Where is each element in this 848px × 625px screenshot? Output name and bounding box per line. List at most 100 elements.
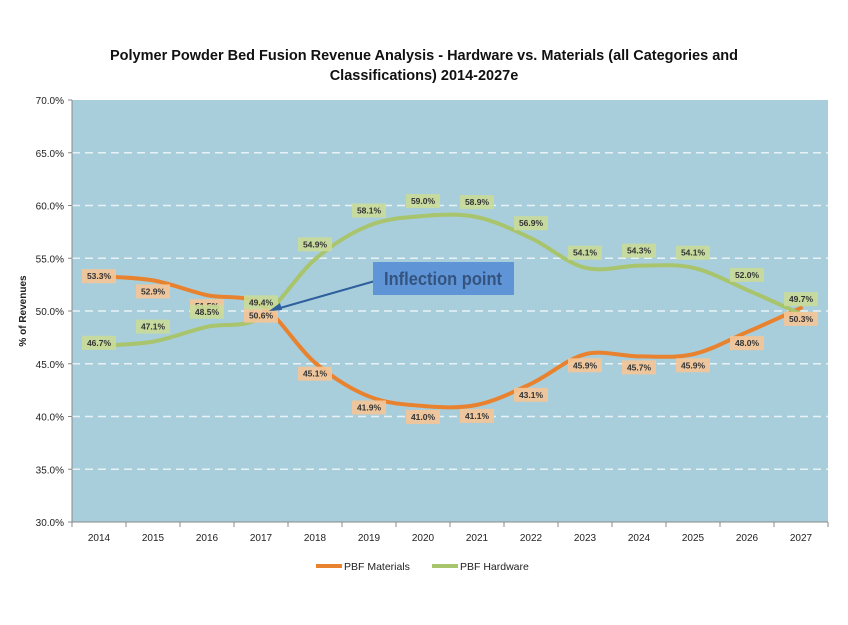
- chart-title-line-2: Classifications) 2014-2027e: [329, 68, 519, 84]
- pbf-materials-data-label: 41.9%: [352, 400, 386, 415]
- data-label-text: 54.1%: [573, 248, 598, 258]
- data-label-bg: [406, 194, 440, 209]
- data-label-text: 46.7%: [87, 338, 112, 348]
- pbf-materials-data-label: 41.0%: [406, 409, 440, 424]
- pbf-hardware-data-label: 49.4%: [244, 295, 278, 310]
- pbf-materials-data-label: 50.6%: [244, 308, 278, 323]
- data-label-text: 54.1%: [681, 248, 706, 258]
- pbf-materials-data-label: 52.9%: [136, 284, 170, 299]
- data-label-text: 58.9%: [465, 197, 490, 207]
- x-tick-label: 2021: [466, 533, 489, 544]
- data-label-bg: [352, 400, 386, 415]
- data-label-text: 54.3%: [627, 246, 652, 256]
- y-tick-label: 60.0%: [36, 202, 64, 213]
- data-label-bg: [622, 243, 656, 258]
- data-label-bg: [298, 366, 332, 381]
- annotation-text: Inflection point: [384, 269, 502, 289]
- data-label-bg: [82, 335, 116, 350]
- data-label-bg: [514, 387, 548, 402]
- data-label-bg: [676, 358, 710, 373]
- y-tick-label: 35.0%: [36, 465, 64, 476]
- legend-label: PBF Hardware: [460, 561, 529, 573]
- y-tick-label: 50.0%: [36, 307, 64, 318]
- y-tick-label: 55.0%: [36, 254, 64, 265]
- data-label-text: 49.7%: [789, 294, 814, 304]
- data-label-bg: [460, 408, 494, 423]
- x-tick-label: 2018: [304, 533, 327, 544]
- data-label-text: 45.9%: [681, 360, 706, 370]
- data-label-bg: [406, 409, 440, 424]
- pbf-hardware-data-label: 59.0%: [406, 194, 440, 209]
- pbf-hardware-data-label: 47.1%: [136, 319, 170, 334]
- data-label-text: 52.0%: [735, 270, 760, 280]
- pbf-hardware-data-label: 52.0%: [730, 267, 764, 282]
- data-label-bg: [244, 308, 278, 323]
- data-label-bg: [460, 195, 494, 210]
- x-tick-label: 2017: [250, 533, 273, 544]
- data-label-text: 56.9%: [519, 218, 544, 228]
- data-label-text: 45.1%: [303, 369, 328, 379]
- data-label-bg: [784, 311, 818, 326]
- data-label-text: 50.6%: [249, 311, 274, 321]
- data-label-text: 54.9%: [303, 239, 328, 249]
- data-label-text: 53.3%: [87, 271, 112, 281]
- arrow-head-icon: [269, 303, 282, 311]
- pbf-hardware-data-label: 54.1%: [568, 245, 602, 260]
- data-label-text: 48.5%: [195, 307, 220, 317]
- pbf-materials-data-label: 41.1%: [460, 408, 494, 423]
- x-tick-label: 2027: [790, 533, 813, 544]
- data-label-text: 41.9%: [357, 402, 382, 412]
- data-label-bg: [730, 267, 764, 282]
- pbf-hardware-data-label: 54.1%: [676, 245, 710, 260]
- data-label-bg: [136, 319, 170, 334]
- pbf-materials-data-label: 53.3%: [82, 269, 116, 284]
- pbf-hardware-data-label: 54.9%: [298, 237, 332, 252]
- data-label-text: 50.3%: [789, 314, 814, 324]
- data-label-text: 52.9%: [141, 286, 166, 296]
- pbf-materials-data-label: 45.9%: [676, 358, 710, 373]
- y-tick-label: 70.0%: [36, 96, 64, 107]
- data-label-bg: [622, 360, 656, 375]
- pbf-materials-line: [97, 274, 803, 410]
- pbf-hardware-data-label: 58.9%: [460, 195, 494, 210]
- data-label-text: 59.0%: [411, 196, 436, 206]
- data-label-bg: [514, 216, 548, 231]
- data-label-bg: [352, 203, 386, 218]
- pbf-hardware-data-label: 56.9%: [514, 216, 548, 231]
- pbf-hardware-data-label: 48.5%: [190, 304, 224, 319]
- x-tick-label: 2025: [682, 533, 705, 544]
- x-tick-label: 2022: [520, 533, 543, 544]
- y-axis-label: % of Revenues: [18, 275, 29, 347]
- pbf-hardware-data-label: 49.7%: [784, 292, 818, 307]
- data-label-text: 49.4%: [249, 297, 274, 307]
- y-tick-label: 45.0%: [36, 360, 64, 371]
- data-label-bg: [676, 245, 710, 260]
- pbf-materials-data-label: 48.0%: [730, 336, 764, 351]
- y-tick-label: 65.0%: [36, 149, 64, 160]
- legend-item-pbf-hardware: PBF Hardware: [432, 561, 529, 573]
- pbf-hardware-data-label: 46.7%: [82, 335, 116, 350]
- legend-label: PBF Materials: [344, 561, 410, 573]
- data-label-bg: [82, 269, 116, 284]
- pbf-materials-data-label: 45.1%: [298, 366, 332, 381]
- legend-item-pbf-materials: PBF Materials: [316, 561, 410, 573]
- chart-title: Polymer Powder Bed Fusion Revenue Analys…: [0, 46, 848, 86]
- pbf-hardware-line: [97, 212, 803, 348]
- y-tick-label: 30.0%: [36, 518, 64, 529]
- annotation-arrow: [272, 280, 376, 311]
- x-tick-label: 2015: [142, 533, 165, 544]
- data-label-bg: [568, 245, 602, 260]
- data-label-bg: [730, 336, 764, 351]
- data-label-bg: [244, 295, 278, 310]
- data-label-text: 47.1%: [141, 322, 166, 332]
- data-label-bg: [136, 284, 170, 299]
- chart-title-line-1: Polymer Powder Bed Fusion Revenue Analys…: [109, 48, 738, 64]
- annotation-box: [373, 262, 514, 295]
- pbf-materials-data-label: 45.7%: [622, 360, 656, 375]
- x-tick-label: 2024: [628, 533, 651, 544]
- data-label-text: 43.1%: [519, 390, 544, 400]
- pbf-materials-data-label: 50.3%: [784, 311, 818, 326]
- data-label-text: 41.0%: [411, 412, 436, 422]
- data-label-text: 48.0%: [735, 338, 760, 348]
